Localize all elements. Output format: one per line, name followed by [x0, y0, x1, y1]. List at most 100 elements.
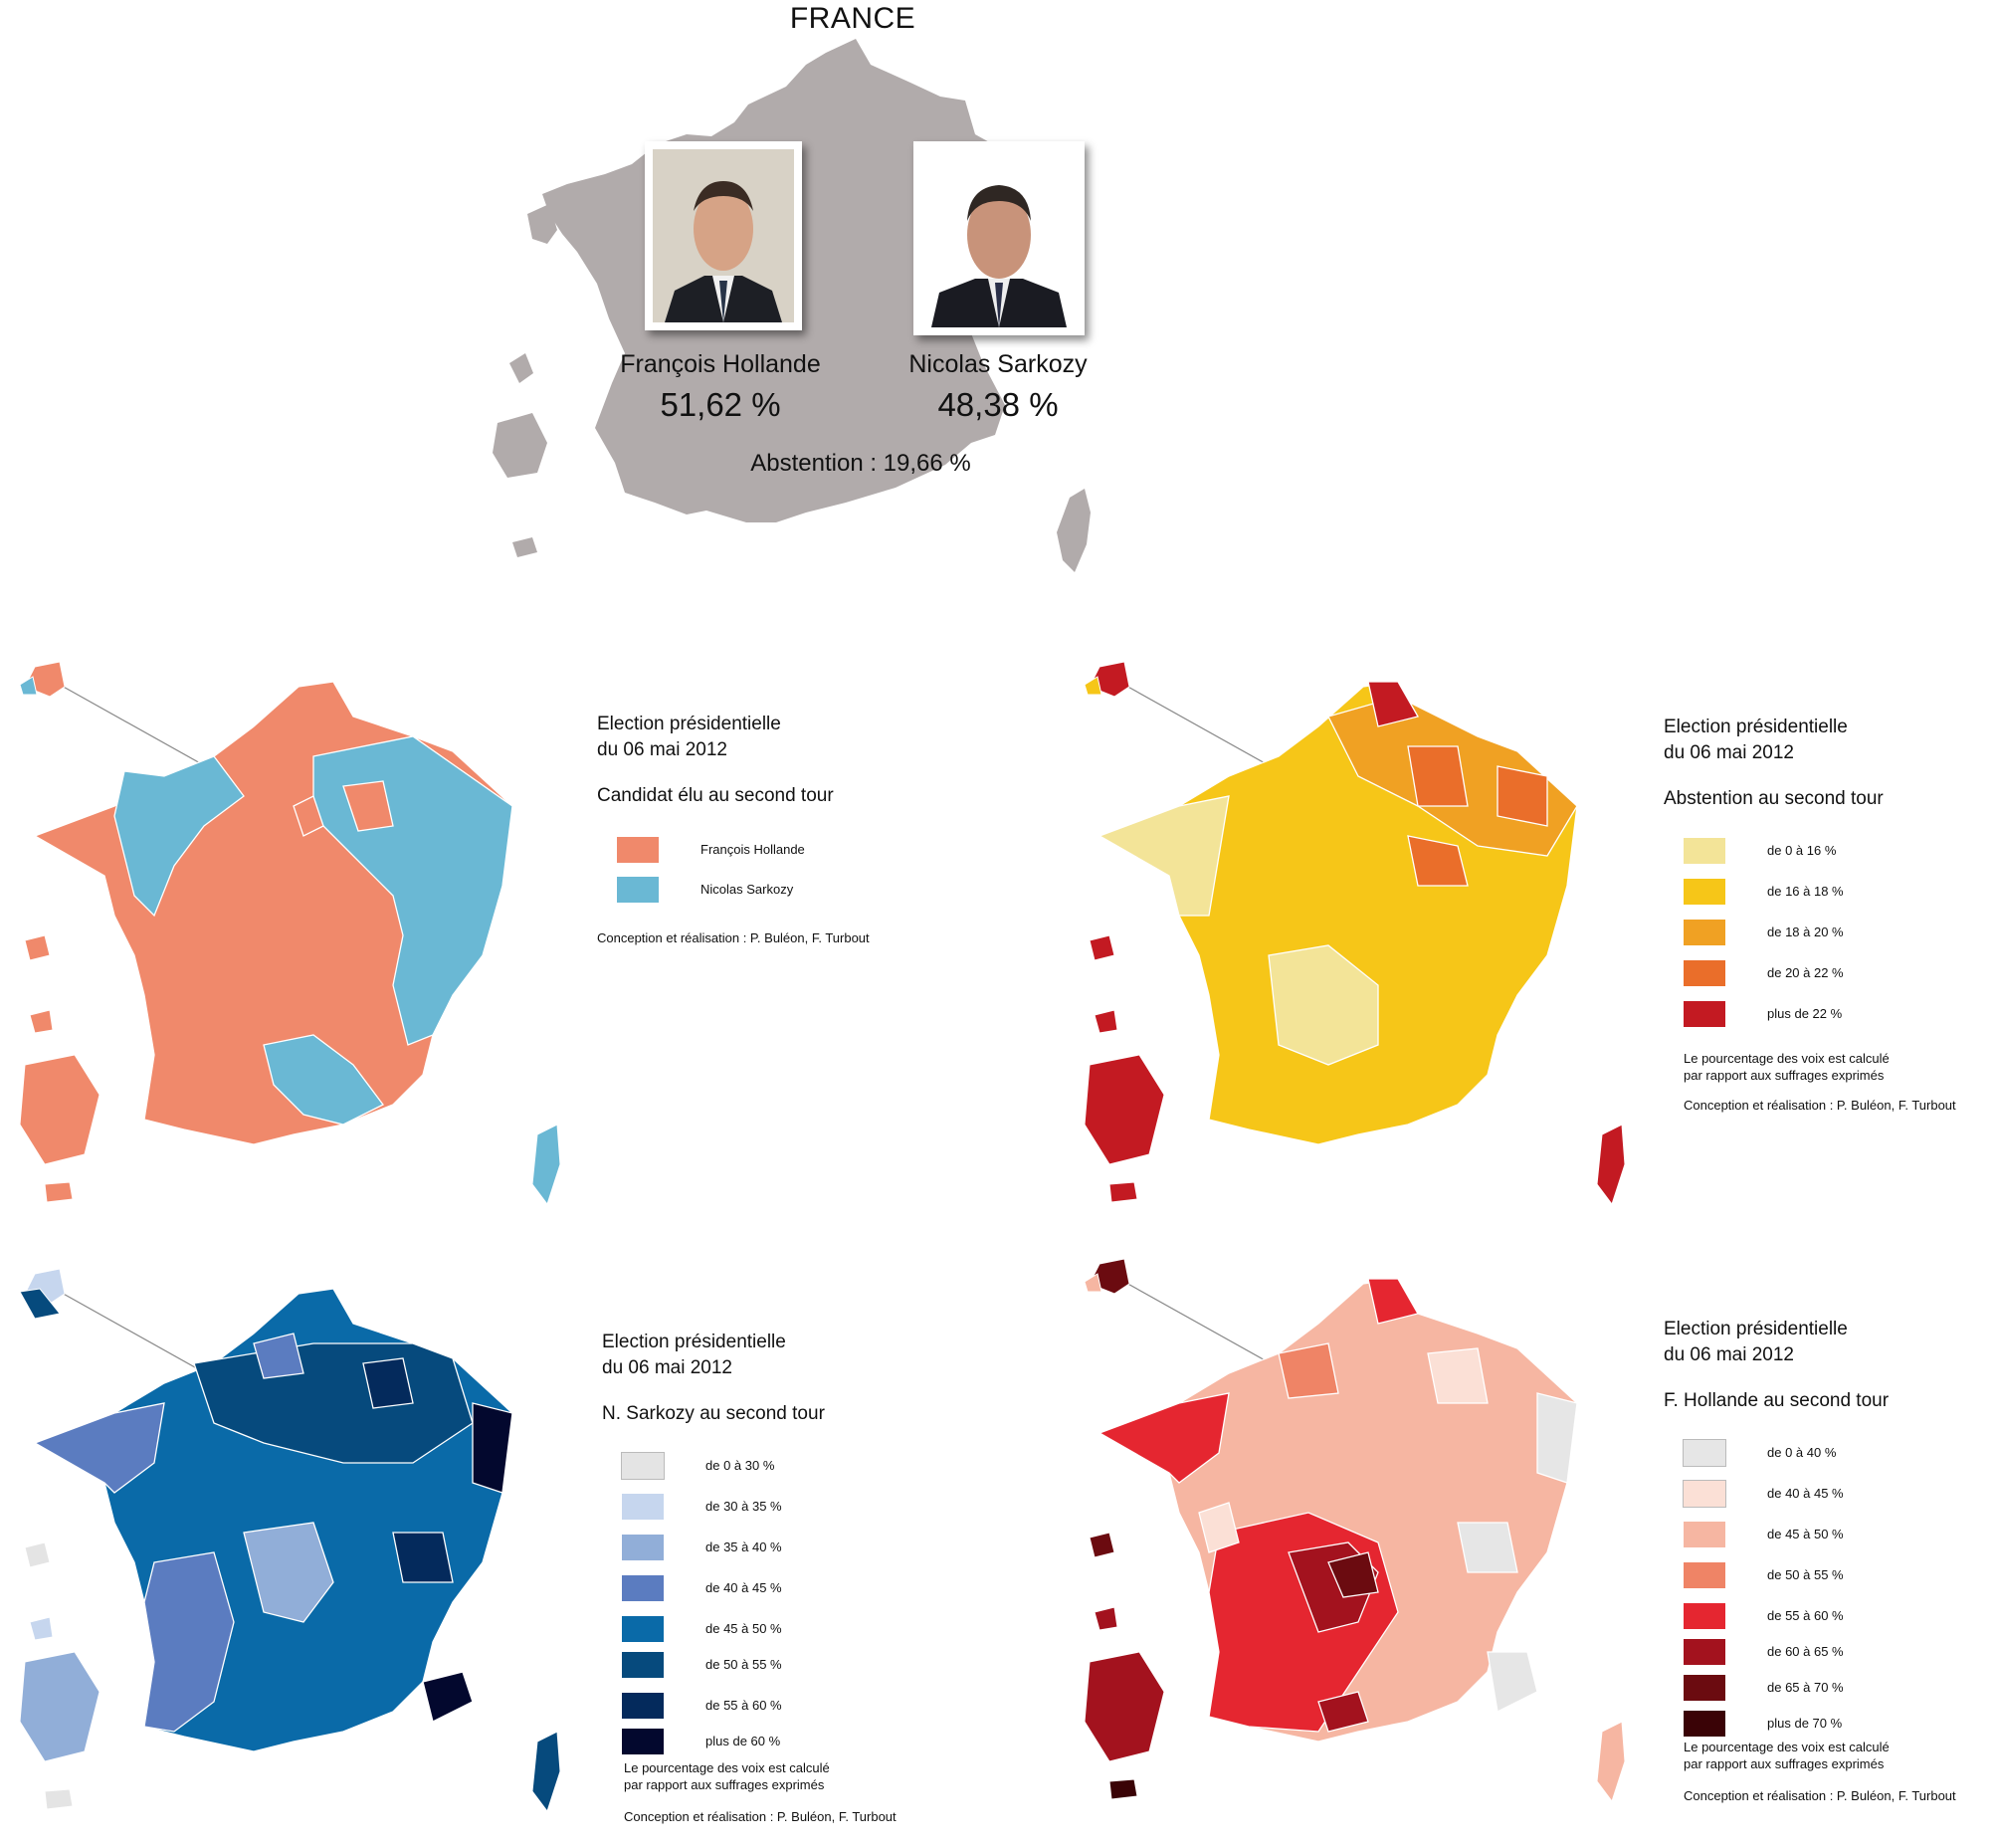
legend-item: plus de 70 % — [1684, 1711, 1942, 1739]
legend-label: de 50 à 55 % — [705, 1657, 782, 1672]
legend-item: Nicolas Sarkozy — [617, 877, 915, 905]
sarkozy-percent: 48,38 % — [937, 386, 1059, 423]
legend-swatch — [1684, 1675, 1725, 1701]
legend-label: de 45 à 50 % — [705, 1621, 782, 1636]
region-sarkozy-south — [263, 1034, 384, 1126]
corsica-1 — [531, 1124, 561, 1206]
legend-item: de 40 à 45 % — [1683, 1480, 1942, 1509]
region-abst-north — [1367, 681, 1419, 727]
dom-reunion-2 — [1108, 1181, 1138, 1203]
legend-label: de 20 à 22 % — [1767, 965, 1844, 980]
legend-item: de 65 à 70 % — [1684, 1675, 1942, 1703]
dom-martinique-3 — [29, 1616, 54, 1641]
dom-guyane-2 — [1084, 1054, 1165, 1165]
legend-item: de 20 à 22 % — [1684, 960, 1942, 988]
summary-title: FRANCE — [789, 2, 916, 35]
corsica-3 — [531, 1731, 561, 1813]
region-abst-center — [1268, 944, 1379, 1066]
legend-swatch — [622, 1616, 664, 1642]
dom-guadeloupe-3 — [24, 1541, 51, 1568]
legend-swatch — [617, 837, 659, 863]
legend-swatch — [1684, 920, 1725, 945]
legend-label: de 30 à 35 % — [705, 1499, 782, 1514]
legend-swatch — [622, 1494, 664, 1520]
dom-reunion-1 — [44, 1181, 74, 1203]
legend-item: François Hollande — [617, 837, 915, 865]
region-sarkozy-southwest — [143, 1551, 235, 1733]
legend-item: plus de 60 % — [622, 1729, 881, 1756]
region-sarkozy-brittany — [33, 1402, 165, 1494]
legend-swatch — [1684, 1522, 1725, 1547]
legend-sarkozy-note-1: Le pourcentage des voix est calculé — [624, 1760, 830, 1775]
legend-hollande-items: de 0 à 40 % de 40 à 45 % de 45 à 50 % de… — [1664, 1439, 1962, 1739]
map-sarkozy-share — [19, 1268, 561, 1813]
legend-swatch — [1683, 1439, 1726, 1467]
abstention-label: Abstention : 19,66 % — [750, 450, 971, 477]
legend-item: de 30 à 35 % — [622, 1494, 881, 1522]
legend-sarkozy-title-1: Election présidentielle — [602, 1332, 786, 1352]
legend-item: de 16 à 18 % — [1684, 879, 1942, 907]
dom-martinique-2 — [1094, 1009, 1118, 1034]
legend-hollande-note-1: Le pourcentage des voix est calculé — [1684, 1740, 1890, 1754]
region-sarkozy-west — [113, 755, 245, 918]
legend-swatch — [1684, 960, 1725, 986]
hollande-photo — [645, 141, 802, 330]
legend-swatch — [1683, 1480, 1726, 1508]
legend-label: François Hollande — [700, 842, 805, 857]
legend-label: de 18 à 20 % — [1767, 924, 1844, 939]
legend-swatch — [1684, 879, 1725, 905]
dom-martinique-1 — [29, 1009, 54, 1034]
legend-swatch — [1684, 1603, 1725, 1629]
legend-elected: Election présidentielle du 06 mai 2012 C… — [597, 712, 935, 945]
legend-sarkozy-subtitle: N. Sarkozy au second tour — [602, 1403, 825, 1424]
legend-item: de 45 à 50 % — [622, 1616, 881, 1644]
sarkozy-name: Nicolas Sarkozy — [908, 350, 1088, 378]
legend-abstention-note-2: par rapport aux suffrages exprimés — [1684, 1068, 1885, 1083]
legend-label: de 40 à 45 % — [1767, 1486, 1844, 1501]
legend-swatch — [622, 1693, 664, 1719]
dom-guadeloupe-2 — [1089, 934, 1115, 961]
legend-item: de 35 à 40 % — [622, 1535, 881, 1562]
legend-sarkozy: Election présidentielle du 06 mai 2012 N… — [602, 1330, 900, 1824]
legend-item: de 18 à 20 % — [1684, 920, 1942, 947]
dom-guyane-4 — [1084, 1651, 1165, 1762]
legend-label: de 60 à 65 % — [1767, 1644, 1844, 1659]
legend-elected-credit: Conception et réalisation : P. Buléon, F… — [597, 930, 870, 945]
legend-item: de 55 à 60 % — [1684, 1603, 1942, 1631]
legend-label: de 65 à 70 % — [1767, 1680, 1844, 1695]
legend-label: de 16 à 18 % — [1767, 884, 1844, 899]
region-hollande-alsace — [1536, 1392, 1578, 1484]
legend-swatch — [1684, 838, 1725, 864]
region-abst-west — [1098, 795, 1230, 917]
legend-item: de 50 à 55 % — [1684, 1562, 1942, 1590]
legend-label: de 45 à 50 % — [1767, 1527, 1844, 1541]
region-sarkozy-alpes-maritimes — [422, 1671, 474, 1723]
dom-guadeloupe-1 — [24, 934, 51, 961]
dom-reunion-4 — [1108, 1778, 1138, 1800]
hollande-percent: 51,62 % — [660, 386, 781, 423]
legend-swatch — [617, 877, 659, 903]
region-sarkozy-alsace — [472, 1402, 513, 1494]
dom-guyane-3 — [19, 1651, 100, 1762]
legend-swatch — [1684, 1562, 1725, 1588]
legend-sarkozy-items: de 0 à 30 % de 30 à 35 % de 35 à 40 % de… — [602, 1452, 900, 1754]
legend-hollande-title-2: du 06 mai 2012 — [1664, 1344, 1794, 1365]
legend-swatch — [622, 1729, 664, 1754]
sarkozy-photo — [913, 141, 1085, 335]
legend-abstention-items: de 0 à 16 % de 16 à 18 % de 18 à 20 % de… — [1664, 838, 1962, 1032]
legend-label: de 40 à 45 % — [705, 1580, 782, 1595]
dom-reunion-3 — [44, 1788, 74, 1810]
corsica-silhouette — [1057, 489, 1091, 572]
legend-label: de 55 à 60 % — [705, 1698, 782, 1713]
region-hollande-brittany — [1098, 1392, 1230, 1484]
legend-abstention-title-2: du 06 mai 2012 — [1664, 742, 1794, 763]
legend-abstention-credit: Conception et réalisation : P. Buléon, F… — [1684, 1098, 1956, 1113]
dom-guyane-1 — [19, 1054, 100, 1165]
legend-label: Nicolas Sarkozy — [700, 882, 794, 897]
corsica-2 — [1596, 1124, 1626, 1206]
legend-label: de 35 à 40 % — [705, 1540, 782, 1554]
legend-sarkozy-title-2: du 06 mai 2012 — [602, 1357, 732, 1378]
legend-swatch — [622, 1652, 664, 1678]
dom-martinique-4 — [1094, 1606, 1118, 1631]
legend-abstention-title-1: Election présidentielle — [1664, 717, 1848, 737]
